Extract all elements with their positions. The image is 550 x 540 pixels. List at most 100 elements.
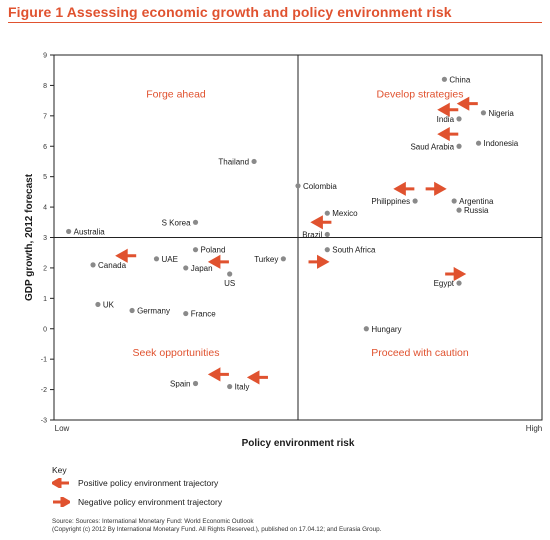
point-label: France [191, 310, 216, 319]
negative-trajectory-arrow [425, 181, 447, 196]
data-point [66, 228, 72, 235]
data-point [192, 219, 199, 225]
y-tick-label: 3 [43, 235, 47, 242]
point-label: Russia [464, 206, 489, 215]
point-label: South Africa [332, 246, 376, 255]
title-rule [8, 22, 542, 23]
positive-trajectory-arrow [437, 127, 459, 142]
point-label: Hungary [371, 325, 401, 334]
quadrant-label: Develop strategies [377, 89, 464, 101]
point-label: India [437, 115, 455, 124]
data-point [95, 301, 101, 308]
x-tick-label-low: Low [55, 424, 70, 433]
quadrant-label: Proceed with caution [371, 347, 469, 359]
point-label: US [224, 279, 235, 288]
key-positive-row: Positive policy environment trajectory [52, 478, 218, 488]
data-point [129, 307, 135, 314]
y-tick-label: 4 [43, 205, 47, 212]
data-point [251, 158, 257, 165]
y-tick-label: 1 [43, 296, 47, 303]
point-label: Egypt [434, 279, 455, 288]
y-tick-label: -1 [41, 357, 47, 364]
data-point [324, 231, 330, 238]
positive-trajectory-arrow [393, 181, 415, 196]
data-point [456, 143, 462, 149]
data-point [192, 380, 199, 387]
point-label: Saud Arabia [410, 142, 454, 151]
point-label: UAE [161, 255, 177, 264]
y-tick-label: 9 [43, 53, 47, 60]
negative-arrow-icon [53, 497, 70, 507]
positive-trajectory-arrow [246, 370, 268, 385]
data-point [324, 210, 330, 216]
data-point [192, 247, 199, 253]
point-label: Turkey [254, 255, 278, 264]
point-label: UK [103, 300, 115, 309]
source-line-1: Source: Sources: International Monetary … [52, 518, 254, 525]
positive-trajectory-arrow [310, 215, 332, 230]
point-label: Colombia [303, 182, 337, 191]
point-label: Canada [98, 261, 127, 270]
data-point [90, 262, 96, 268]
y-tick-label: 7 [43, 113, 47, 120]
point-label: Japan [191, 264, 213, 273]
y-tick-label: 6 [43, 144, 47, 151]
positive-trajectory-arrow [115, 248, 137, 263]
data-point [451, 198, 457, 204]
point-label: Mexico [332, 209, 358, 218]
y-tick-label: -2 [41, 387, 47, 394]
point-label: Spain [170, 380, 190, 389]
negative-trajectory-arrow [308, 254, 330, 269]
key-negative-row: Negative policy environment trajectory [52, 497, 222, 507]
point-label: Philippines [371, 197, 410, 206]
data-point [456, 207, 462, 213]
data-point [456, 116, 462, 122]
data-point [153, 256, 160, 262]
positive-trajectory-arrow [437, 102, 459, 117]
data-point [456, 280, 462, 286]
positive-trajectory-arrow [456, 96, 478, 111]
data-point [295, 183, 301, 189]
positive-trajectory-arrow [207, 254, 229, 269]
data-point [412, 198, 418, 204]
x-tick-label-high: High [526, 424, 542, 433]
key-positive-label: Positive policy environment trajectory [78, 478, 219, 488]
y-tick-label: 5 [43, 174, 47, 181]
point-label: Nigeria [488, 109, 514, 118]
negative-trajectory-arrow [445, 266, 467, 282]
x-axis-label: Policy environment risk [242, 438, 355, 449]
positive-arrow-icon [52, 478, 69, 488]
scatter-chart: -3 -2 -1 0 1 2 3 4 5 6 7 8 9 Low High Policy environmen… [24, 53, 543, 449]
y-axis-label: GDP growth, 2012 forecast [24, 173, 35, 301]
positive-trajectory-arrow [207, 367, 229, 382]
figure-title: Figure 1 Assessing economic growth and p… [8, 4, 452, 20]
data-point [363, 326, 369, 332]
key-negative-label: Negative policy environment trajectory [78, 497, 223, 507]
y-tick-label: 0 [43, 326, 47, 333]
source-line-2: (Copyright (c) 2012 By International Mon… [52, 526, 382, 533]
quadrant-label: Forge ahead [146, 89, 206, 101]
point-label: Italy [235, 383, 250, 392]
data-point [280, 256, 286, 262]
point-label: Thailand [218, 157, 249, 166]
point-label: Australia [74, 227, 106, 236]
point-label: China [449, 75, 470, 84]
data-point [475, 140, 482, 146]
point-label: S Korea [162, 218, 191, 227]
data-point [227, 383, 233, 390]
point-label: Indonesia [484, 139, 519, 148]
y-tick-label: 2 [43, 265, 47, 272]
data-point [480, 110, 487, 116]
y-tick-label: -3 [41, 418, 47, 425]
data-point [441, 76, 447, 82]
data-point [183, 265, 189, 271]
data-point [324, 247, 330, 253]
point-label: Brazil [302, 230, 322, 239]
point-label: Poland [201, 246, 226, 255]
point-label: Germany [137, 307, 170, 316]
data-point [227, 271, 233, 277]
quadrant-label: Seek opportunities [133, 347, 220, 359]
data-point [183, 310, 189, 317]
y-tick-label: 8 [43, 83, 47, 90]
source-note: Source: Sources: International Monetary … [52, 518, 381, 534]
